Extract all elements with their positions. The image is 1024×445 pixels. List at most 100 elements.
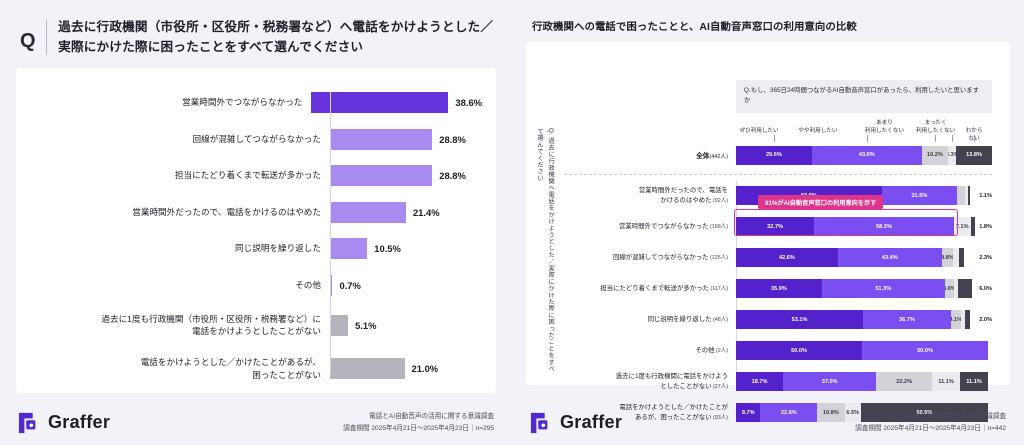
- row-label: 営業時間外でつながらなかった (168人): [619, 222, 728, 230]
- right-total-label-text: 全体: [696, 153, 710, 160]
- stack-segment: 29.6%: [736, 145, 812, 165]
- stack-segment: 10.8%: [817, 403, 845, 422]
- right-data-rows: 営業時間外だったので、電話をかけるのはやめた (92人)60.9%31.5%1.…: [558, 181, 992, 422]
- stack-segment-value: 51.3%: [875, 285, 892, 292]
- stack-segment: [965, 310, 971, 329]
- bar: [330, 238, 368, 260]
- stack-segment-value: 29.6%: [765, 152, 782, 158]
- row-label: 回線が混雑してつながらなかった (125人): [612, 253, 728, 261]
- left-chart-axis: [330, 92, 331, 376]
- stack-segment: [958, 248, 965, 267]
- right-footer-note: 電話とAI自動音声の活用に関する意識調査 調査期間 2025年4月21日〜202…: [855, 411, 1006, 433]
- stack-segment-value: 43.0%: [858, 152, 875, 158]
- row-stack: 53.1% 36.7% 4.1%: [736, 310, 975, 329]
- row-label: 過去に1度も行政機関に電話をかけよう としたことがない (27人): [615, 372, 728, 390]
- row-stack: 35.9% 51.3% 4.0%: [736, 279, 975, 298]
- legend-tick: [952, 135, 954, 142]
- stack-segment-value: 50.0%: [791, 347, 807, 354]
- graffer-logo-text: Graffer: [48, 412, 111, 432]
- bar-row: 過去に1度も行政機関（市役所・区役所・税務署など）に 電話をかけようとしたことがな…: [30, 305, 482, 345]
- right-footer: Graffer 電話とAI自動音声の活用に関する意識調査 調査期間 2025年4…: [512, 400, 1024, 445]
- bar-value-label: 28.8%: [439, 133, 466, 145]
- bar-row: 同じ説明を繰り返した 10.5%: [30, 232, 482, 265]
- row-trailing-value: 1.1%: [979, 192, 992, 199]
- stack-segment-value: 32.7%: [767, 223, 784, 230]
- stack-segment-value: 11.1%: [966, 378, 982, 385]
- stack-segment: 22.2%: [876, 372, 933, 391]
- row-stack: 50.0% 50.0%: [736, 341, 988, 360]
- row-sample-size: (92人): [711, 197, 728, 204]
- row-stack-outer: 35.9% 51.3% 4.0% 6.0%: [736, 279, 992, 298]
- stack-segment: 3.3%: [947, 145, 957, 165]
- stack-segment: [960, 310, 966, 329]
- stack-segment-value: 36.7%: [898, 316, 915, 323]
- legend-tick: [773, 135, 775, 142]
- bar-row-bar-wrap: 38.6%: [311, 86, 482, 119]
- right-total-n: (442人): [709, 154, 728, 160]
- row-sample-size: (125人): [708, 254, 728, 261]
- left-slide: Q 過去に行政機関（市役所・区役所・税務署など）へ電話をかけようとした／実際にか…: [0, 0, 512, 445]
- bar-row: 担当にたどり着くまで転送が多かった 28.8%: [30, 159, 482, 192]
- stack-segment-value: 10.8%: [822, 409, 839, 416]
- bar-row: 営業時間外でつながらなかった 38.6%: [30, 86, 482, 119]
- graffer-logo-icon: [18, 412, 36, 433]
- row-stack: 9.7% 22.6% 10.8% 6.5% 50.5%: [736, 403, 988, 422]
- stack-segment: 22.6%: [760, 403, 818, 422]
- stack-segment-value: 13.8%: [966, 152, 982, 158]
- right-total-stack: 29.6% 43.0% 10.2% 3.3% 13.8%: [736, 145, 992, 165]
- bar-value-label: 0.7%: [339, 279, 361, 291]
- bar: [330, 274, 333, 296]
- stack-segment-value: 22.6%: [780, 409, 797, 416]
- stack-segment: 6.5%: [844, 403, 861, 422]
- stack-segment: 32.7%: [736, 217, 815, 236]
- bar-row-bar-wrap: 21.4%: [330, 196, 482, 229]
- right-chart-body: Q.もし、365日24時間つながるAI自動音声窓口があったら、利用したいと思いま…: [558, 50, 1000, 422]
- stack-segment: [964, 186, 968, 205]
- stack-segment: [967, 186, 971, 205]
- legend-tick: [866, 135, 868, 142]
- bar-row-label: 回線が混雑してつながらなかった: [192, 133, 321, 144]
- right-legend: ぜひ利用したい やや利用したい あまり 利用したくない まったく 利用したくない わからない: [736, 112, 992, 142]
- legend-item: まったく 利用したくない: [916, 120, 956, 134]
- row-sample-size: (27人): [711, 383, 728, 390]
- row-stack-outer: 9.7% 22.6% 10.8% 6.5% 50.5%: [736, 403, 992, 422]
- question-divider: [45, 20, 47, 56]
- stack-segment-value: 11.1%: [938, 378, 954, 385]
- stack-segment-value: 43.4%: [881, 254, 898, 261]
- stack-segment-value: 4.8%: [941, 254, 954, 261]
- stack-segment-value: 53.1%: [791, 316, 808, 323]
- stack-segment: [954, 279, 958, 298]
- row-trailing-value: 2.0%: [979, 316, 992, 323]
- row-stack: 18.7% 37.0% 22.2% 11.1% 11.1%: [736, 372, 988, 391]
- bar-row: 回線が混雑してつながらなかった 28.8%: [30, 123, 482, 156]
- left-footer-line2: 調査期間 2025年4月21日〜2025年4月23日｜n=295: [343, 424, 494, 432]
- left-footer-line1: 電話とAI自動音声の活用に関する意識調査: [369, 413, 494, 421]
- bar-value-label: 28.8%: [439, 170, 466, 182]
- stack-segment-value: 42.6%: [779, 254, 795, 261]
- legend-tick: [934, 135, 936, 142]
- bar-row-bar-wrap: 28.8%: [330, 159, 482, 192]
- left-question-text: 過去に行政機関（市役所・区役所・税務署など）へ電話をかけようとした／実際にかけた…: [58, 20, 494, 54]
- stack-segment: 37.0%: [783, 372, 877, 391]
- row-trailing-value: 6.0%: [979, 285, 992, 292]
- right-footer-line1: 電話とAI自動音声の活用に関する意識調査: [881, 413, 1006, 421]
- stack-segment-value: 6.5%: [846, 409, 860, 416]
- table-row: 電話をかけようとした／かけたことが あるが、困ったことがない (93人) 9.7% 2…: [558, 398, 992, 427]
- stack-segment: 51.3%: [821, 279, 945, 298]
- row-label: その他 (2人): [695, 346, 728, 354]
- stack-segment: [953, 248, 959, 267]
- graffer-logo-icon: [530, 412, 548, 433]
- bar-row-bar-wrap: 28.8%: [330, 123, 482, 156]
- left-bar-rows: 営業時間外でつながらなかった 38.6% 回線が混雑してつながらなかった 28.8% 担…: [30, 86, 482, 389]
- row-stack-outer: 32.7% 58.3% 7.1% 1.8%: [736, 217, 992, 236]
- bar-value-label: 10.5%: [374, 243, 401, 255]
- bar-value-label: 38.6%: [455, 97, 482, 109]
- bar-row-label: 同じ説明を繰り返した: [235, 243, 321, 254]
- row-stack-outer: 53.1% 36.7% 4.1% 2.0%: [736, 310, 992, 329]
- bar-row-label: その他: [295, 279, 321, 290]
- row-stack: 32.7% 58.3% 7.1%: [736, 217, 975, 236]
- row-trailing-value: 1.8%: [979, 223, 992, 230]
- right-footer-line2: 調査期間 2025年4月21日〜2025年4月23日｜n=442: [855, 424, 1006, 432]
- stack-segment: 50.5%: [860, 403, 988, 422]
